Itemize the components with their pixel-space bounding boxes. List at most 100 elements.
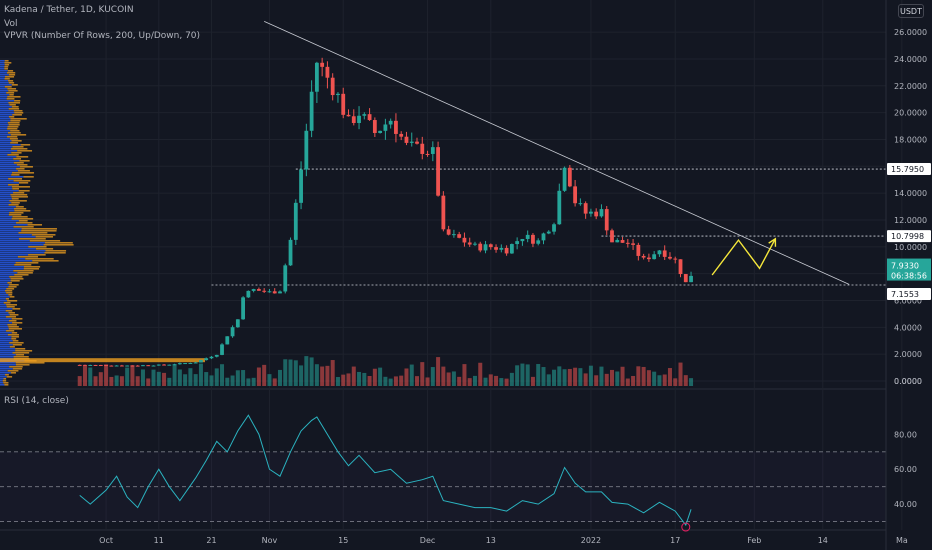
profile-row-down: [10, 148, 28, 150]
candle-body: [357, 115, 361, 123]
profile-row-up: [0, 230, 22, 232]
price-tick-label: 22.0000: [894, 82, 927, 91]
profile-row-down: [11, 202, 20, 204]
candle-body: [388, 120, 393, 125]
profile-row-down: [11, 152, 22, 154]
volume-bar: [546, 374, 551, 386]
price-tick-label: 24.0000: [894, 55, 927, 64]
profile-row-up: [0, 278, 11, 280]
volume-bar: [399, 375, 404, 386]
candle-body: [325, 66, 330, 78]
profile-row-down: [9, 296, 15, 298]
volume-bar: [657, 375, 662, 386]
currency-button[interactable]: USDT: [898, 4, 924, 18]
candle-body: [525, 234, 530, 239]
candle-body: [636, 244, 641, 256]
profile-row-down: [4, 66, 9, 68]
profile-row-down: [6, 376, 13, 378]
profile-row-up: [0, 90, 9, 92]
price-axis[interactable]: 26.000024.000022.000020.000018.000016.00…: [99, 0, 931, 550]
volume-bar: [288, 359, 293, 386]
profile-row-up: [0, 166, 20, 168]
profile-row-up: [0, 204, 9, 206]
volume-bar: [641, 366, 646, 386]
badge-current-price: 7.9330: [891, 262, 919, 271]
candle-body: [199, 360, 203, 363]
candle-body: [235, 319, 240, 328]
profile-row-down: [8, 320, 17, 322]
profile-row-up: [0, 330, 7, 332]
profile-row-up: [0, 308, 13, 310]
volume-bar: [304, 356, 309, 386]
profile-row-down: [6, 72, 16, 74]
rsi-legend[interactable]: RSI (14, close): [4, 396, 69, 406]
candle-body: [531, 234, 535, 244]
volume-bar: [446, 372, 451, 386]
candle-body: [93, 364, 98, 366]
profile-row-down: [16, 164, 28, 166]
volume-bar: [362, 372, 367, 386]
symbol-legend[interactable]: Kadena / Tether, 1D, KUCOIN: [4, 5, 134, 15]
profile-row-up: [0, 312, 9, 314]
candle-body: [473, 243, 477, 245]
profile-row-down: [10, 142, 19, 144]
profile-row-up: [0, 322, 13, 324]
profile-row-down: [13, 162, 24, 164]
volume-bar: [504, 378, 509, 386]
candle-body: [309, 91, 314, 131]
projection-arrowhead: [768, 237, 777, 247]
profile-row-up: [0, 286, 9, 288]
profile-row-down: [4, 68, 8, 70]
profile-row-down: [12, 352, 30, 354]
volume-bar: [604, 373, 609, 386]
volume-bar: [420, 362, 425, 386]
vpvr-legend[interactable]: VPVR (Number Of Rows, 200, Up/Down, 70): [4, 31, 201, 41]
volume-legend[interactable]: Vol: [4, 19, 18, 29]
rsi-tick-label: 80.00: [894, 430, 917, 439]
volume-bar: [140, 369, 145, 386]
volume-bar: [515, 365, 520, 386]
volume-bar: [167, 377, 172, 386]
profile-row-up: [0, 122, 8, 124]
profile-row-up: [0, 378, 4, 380]
profile-row-down: [35, 248, 54, 250]
volume-bar: [383, 376, 388, 386]
profile-row-up: [0, 374, 6, 376]
candle-body: [330, 77, 335, 96]
trend-annotations[interactable]: [264, 21, 850, 285]
profile-row-down: [8, 326, 19, 328]
profile-row-down: [32, 260, 59, 262]
profile-row-up: [0, 194, 11, 196]
profile-row-up: [0, 94, 10, 96]
candle-body: [446, 229, 451, 235]
profile-row-down: [6, 92, 15, 94]
profile-row-up: [0, 354, 16, 356]
profile-row-up: [0, 150, 18, 152]
profile-row-up: [0, 342, 10, 344]
profile-row-down: [11, 106, 19, 108]
profile-row-up: [0, 106, 12, 108]
volume-bar: [393, 376, 398, 386]
profile-row-up: [0, 244, 44, 246]
profile-row-up: [0, 84, 12, 86]
profile-row-up: [0, 198, 12, 200]
profile-row-down: [17, 256, 39, 258]
candle-body: [589, 211, 593, 214]
volume-bar: [172, 364, 177, 386]
profile-row-up: [0, 104, 10, 106]
candle-body: [546, 231, 551, 234]
candle-body: [683, 274, 688, 283]
profile-row-down: [14, 210, 31, 212]
profile-row-down: [7, 136, 18, 138]
date-tick-label: Feb: [747, 536, 761, 545]
profile-row-down: [10, 278, 24, 280]
profile-row-down: [8, 178, 23, 180]
candle-body: [156, 364, 161, 366]
candle-body: [314, 62, 319, 92]
profile-row-down: [12, 146, 24, 148]
profile-row-up: [0, 294, 9, 296]
volume-bar: [667, 368, 672, 386]
profile-row-up: [0, 326, 9, 328]
profile-row-up: [0, 346, 10, 348]
